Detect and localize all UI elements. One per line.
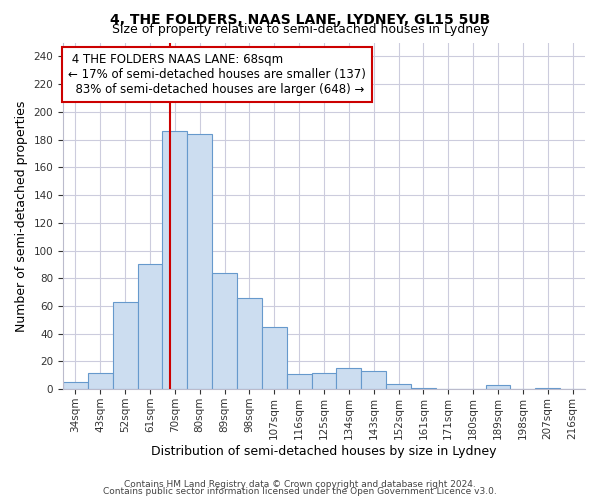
X-axis label: Distribution of semi-detached houses by size in Lydney: Distribution of semi-detached houses by …	[151, 444, 497, 458]
Bar	[386, 384, 411, 389]
Bar	[163, 132, 187, 389]
Bar	[237, 298, 262, 389]
Bar	[88, 372, 113, 389]
Bar	[485, 385, 511, 389]
Text: Size of property relative to semi-detached houses in Lydney: Size of property relative to semi-detach…	[112, 22, 488, 36]
Bar	[535, 388, 560, 389]
Bar	[137, 264, 163, 389]
Bar	[287, 374, 311, 389]
Text: 4, THE FOLDERS, NAAS LANE, LYDNEY, GL15 5UB: 4, THE FOLDERS, NAAS LANE, LYDNEY, GL15 …	[110, 12, 490, 26]
Bar	[63, 382, 88, 389]
Bar	[311, 372, 337, 389]
Y-axis label: Number of semi-detached properties: Number of semi-detached properties	[15, 100, 28, 332]
Bar	[337, 368, 361, 389]
Bar	[212, 272, 237, 389]
Bar	[187, 134, 212, 389]
Bar	[262, 327, 287, 389]
Bar	[411, 388, 436, 389]
Text: Contains HM Land Registry data © Crown copyright and database right 2024.: Contains HM Land Registry data © Crown c…	[124, 480, 476, 489]
Bar	[361, 371, 386, 389]
Bar	[113, 302, 137, 389]
Text: Contains public sector information licensed under the Open Government Licence v3: Contains public sector information licen…	[103, 487, 497, 496]
Text: 4 THE FOLDERS NAAS LANE: 68sqm
← 17% of semi-detached houses are smaller (137)
 : 4 THE FOLDERS NAAS LANE: 68sqm ← 17% of …	[68, 53, 366, 96]
